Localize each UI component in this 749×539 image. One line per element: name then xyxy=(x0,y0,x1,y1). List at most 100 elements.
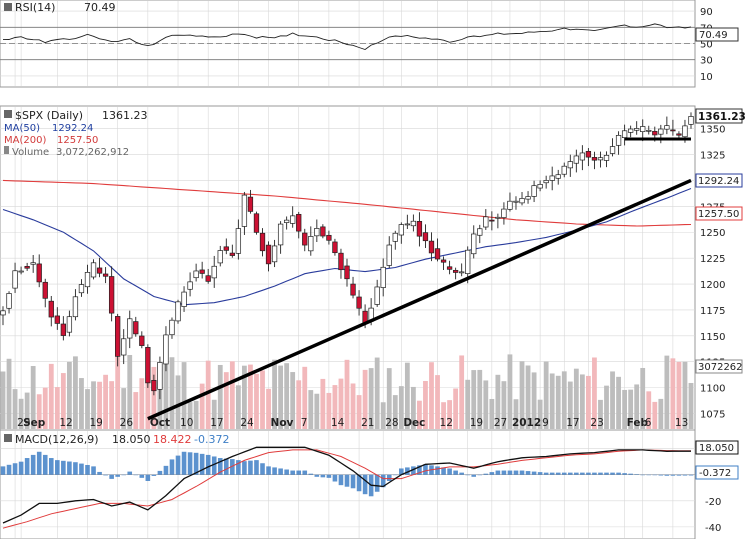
candle-up xyxy=(404,223,411,226)
rsi-tag-text: 70.49 xyxy=(699,30,728,41)
volume-bar xyxy=(368,368,374,429)
rsi-tick-label: 90 xyxy=(700,7,713,18)
candle-up xyxy=(241,194,248,227)
macd-histogram-bar xyxy=(501,470,507,475)
volume-bar xyxy=(193,400,199,429)
candle-down xyxy=(48,300,54,318)
volume-bar xyxy=(223,372,229,429)
macd-histogram-bar xyxy=(640,474,646,476)
candle-down xyxy=(338,252,344,271)
volume-bar xyxy=(640,367,646,429)
macd-histogram-bar xyxy=(676,474,682,476)
macd-histogram-bar xyxy=(561,472,567,475)
volume-bar xyxy=(429,362,434,429)
volume-bar xyxy=(332,385,338,429)
volume-bar xyxy=(266,388,271,429)
volume-bar xyxy=(610,371,615,429)
macd-histogram-bar xyxy=(495,470,501,475)
volume-bar xyxy=(151,366,157,429)
candle-down xyxy=(102,273,109,277)
ma50-tag-text: 1292.24 xyxy=(698,176,739,187)
volume-bar xyxy=(121,388,127,429)
macd-histogram-bar xyxy=(598,472,603,475)
candle-up xyxy=(6,293,12,309)
price-tick-label: 1075 xyxy=(700,410,725,421)
macd-histogram-bar xyxy=(36,451,42,475)
volume-bar xyxy=(561,371,567,429)
price-last-value: 1361.23 xyxy=(102,109,148,122)
volume-bar xyxy=(410,386,416,429)
candle-up xyxy=(609,146,616,154)
volume-bar xyxy=(242,365,247,429)
candle-up xyxy=(314,228,320,237)
macd-histogram-bar xyxy=(489,472,495,475)
x-axis-label: 7 xyxy=(301,417,308,429)
x-axis-label: Oct xyxy=(150,417,170,429)
macd-histogram-bar xyxy=(399,468,404,475)
macd-histogram-bar xyxy=(483,473,489,475)
macd-histogram-bar xyxy=(157,470,163,475)
volume-bar xyxy=(217,364,223,429)
x-axis-label: 14 xyxy=(331,417,345,429)
candle-up xyxy=(410,220,417,227)
candle-up xyxy=(217,250,223,264)
macd-histogram-bar xyxy=(447,468,452,475)
volume-bar xyxy=(163,361,169,429)
macd-histogram-bar xyxy=(24,458,30,475)
candle-down xyxy=(452,269,459,273)
candle-down xyxy=(151,379,157,392)
candle-down xyxy=(36,263,42,283)
volume-bar xyxy=(441,402,446,429)
ma200-line xyxy=(2,179,692,227)
macd-histogram-bar xyxy=(73,462,78,475)
volume-bar xyxy=(175,375,181,429)
price-legend-swatch xyxy=(4,110,12,118)
x-axis-label: 6 xyxy=(645,417,652,429)
macd-histogram-bar xyxy=(465,474,471,476)
volume-bar xyxy=(567,381,573,429)
ma200-value-tag: 1257.50 xyxy=(695,206,743,221)
candle-down xyxy=(416,220,423,237)
volume-bar xyxy=(525,365,531,429)
candle-down xyxy=(296,213,302,232)
macd-histogram-bar xyxy=(555,472,561,475)
macd-histogram-bar xyxy=(688,474,694,476)
volume-bar xyxy=(573,368,579,429)
volume-bar xyxy=(537,399,543,429)
macd-histogram-bar xyxy=(634,474,639,475)
candle-up xyxy=(519,198,525,204)
candle-up xyxy=(193,270,199,279)
candle-down xyxy=(133,321,139,335)
macd-histogram-bar xyxy=(284,469,289,475)
volume-bar xyxy=(181,362,187,429)
volume-bar xyxy=(350,383,356,429)
candle-down xyxy=(344,265,350,280)
price-symbol-label: $SPX (Daily) xyxy=(15,109,83,122)
x-axis-label: 26 xyxy=(120,417,134,429)
volume-bar xyxy=(97,381,102,429)
price-tick-label: 1175 xyxy=(700,306,725,317)
candle-up xyxy=(157,362,163,390)
volume-bar xyxy=(199,383,205,429)
rsi-tick-label: 10 xyxy=(700,72,713,83)
candle-down xyxy=(108,276,115,314)
macd-histogram-bar xyxy=(519,470,525,475)
candle-up xyxy=(271,245,278,263)
macd-histogram-bar xyxy=(405,467,410,475)
ma200-legend-name: MA(200) xyxy=(4,135,46,146)
volume-bar xyxy=(48,363,54,429)
volume-bar xyxy=(85,389,90,429)
candle-up xyxy=(682,125,688,138)
macd-histogram-bar xyxy=(459,472,464,475)
macd-histogram-bar xyxy=(531,471,537,475)
macd-histogram-bar xyxy=(145,474,151,481)
macd-histogram-bar xyxy=(441,467,446,475)
x-axis-label: Sep xyxy=(23,417,46,429)
volume-bar xyxy=(507,354,513,429)
macd-histogram-bar xyxy=(91,466,96,475)
candle-up xyxy=(615,135,622,146)
candle-up xyxy=(465,249,471,274)
candle-up xyxy=(181,291,187,307)
